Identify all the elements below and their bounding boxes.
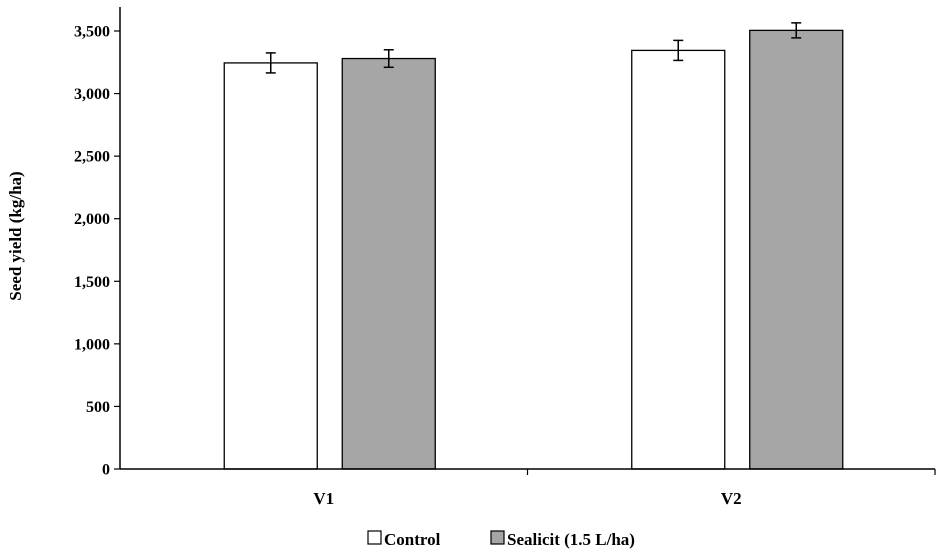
y-tick-label: 1,000 <box>74 336 110 353</box>
bar-v2-series-2 <box>749 29 844 470</box>
y-tick-label: 2,500 <box>74 149 110 166</box>
legend-label-series-1: Control <box>384 530 441 549</box>
x-tick-label: V1 <box>313 489 334 508</box>
error-bars <box>265 22 802 74</box>
x-axis-tick-labels: V1 V2 <box>313 469 936 508</box>
bar-v1-series-2 <box>341 57 436 470</box>
bar-v1-series-1 <box>223 62 318 470</box>
y-axis-title: Seed yield (kg/ha) <box>6 171 25 300</box>
x-tick-label: V2 <box>721 489 742 508</box>
y-tick-label: 500 <box>86 399 110 416</box>
y-axis-ticks: 0 500 1,000 1,500 2,000 2,500 3,000 3,500 <box>74 24 120 479</box>
y-tick-label: 1,500 <box>74 274 110 291</box>
bars <box>223 29 844 470</box>
bar-v2-series-1 <box>631 49 726 470</box>
y-tick-label: 0 <box>102 462 110 479</box>
y-tick-label: 3,500 <box>74 24 110 41</box>
y-tick-label: 2,000 <box>74 211 110 228</box>
legend: Control Sealicit (1.5 L/ha) <box>367 530 635 549</box>
legend-label-series-2: Sealicit (1.5 L/ha) <box>507 530 635 549</box>
y-tick-label: 3,000 <box>74 86 110 103</box>
legend-swatch-series-1 <box>367 530 382 545</box>
legend-swatch-series-2 <box>490 530 505 545</box>
